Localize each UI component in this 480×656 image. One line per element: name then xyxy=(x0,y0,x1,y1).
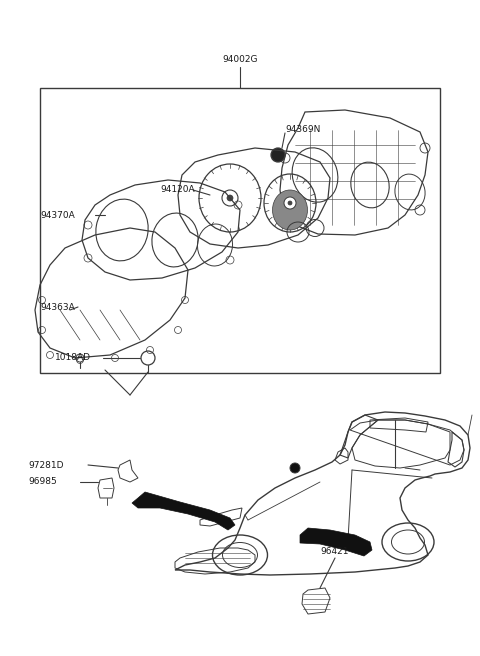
Polygon shape xyxy=(132,492,235,530)
Text: 94363A: 94363A xyxy=(40,302,75,312)
Text: 94369N: 94369N xyxy=(285,125,320,134)
Text: 94370A: 94370A xyxy=(40,211,75,220)
Circle shape xyxy=(227,195,233,201)
Circle shape xyxy=(288,201,292,205)
Text: 94002G: 94002G xyxy=(222,56,258,64)
Circle shape xyxy=(290,463,300,473)
Text: 96421: 96421 xyxy=(320,548,348,556)
Text: 96985: 96985 xyxy=(28,478,57,487)
Polygon shape xyxy=(300,528,372,556)
Circle shape xyxy=(271,148,285,162)
Circle shape xyxy=(284,197,296,209)
Text: 94120A: 94120A xyxy=(160,186,194,194)
Bar xyxy=(40,88,440,373)
Text: 1018AD: 1018AD xyxy=(55,354,91,363)
Ellipse shape xyxy=(273,190,308,230)
Circle shape xyxy=(222,190,238,206)
Text: 97281D: 97281D xyxy=(28,461,63,470)
